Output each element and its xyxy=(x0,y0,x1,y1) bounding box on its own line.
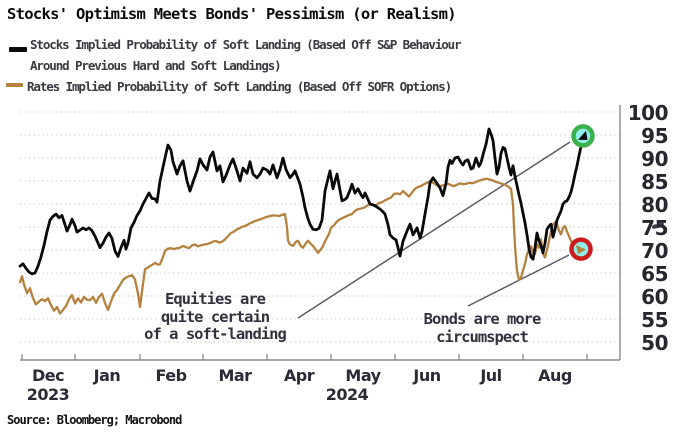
x-tick-label: Aug xyxy=(538,366,572,385)
x-tick-label: Mar xyxy=(218,366,252,385)
chart-title: Stocks' Optimism Meets Bonds' Pessimism … xyxy=(7,5,457,23)
x-tick-label: Jun xyxy=(413,366,441,385)
rates-line xyxy=(18,177,585,315)
equities-annotation-line2: quite certain xyxy=(160,307,270,326)
rates-legend-label: Rates Implied Probability of Soft Landin… xyxy=(27,79,452,94)
y-tick-label: 60 xyxy=(641,285,668,309)
x-tick-label: Jan xyxy=(93,366,121,385)
y-tick-label: 75 xyxy=(641,216,668,240)
stocks-endpoint-circle-arrow xyxy=(578,130,588,140)
y-tick-label: 65 xyxy=(641,262,668,286)
bonds-annotation-line1: Bonds are more xyxy=(423,310,542,328)
y-tick-label: 90 xyxy=(641,147,668,171)
rates-endpoint-circle-arrow xyxy=(576,245,586,255)
equities-annotation-line3: of a soft-landing xyxy=(144,325,287,343)
y-tick-label: 50 xyxy=(641,331,668,355)
source-note: Source: Bloomberg; Macrobond xyxy=(7,413,182,427)
stocks-line xyxy=(18,127,585,276)
equities-annotation: Equities are quite certain of a soft-lan… xyxy=(115,290,315,344)
callout-lines xyxy=(297,141,571,319)
equities-annotation-line1: Equities are xyxy=(165,290,266,308)
bonds-annotation: Bonds are more circumspect xyxy=(393,310,571,346)
rates-legend-swatch xyxy=(6,83,23,87)
x-tick-label: Feb xyxy=(155,366,187,385)
y-tick-label: 85 xyxy=(641,170,668,194)
y-tick-label: 80 xyxy=(641,193,668,217)
x-tick-label: May xyxy=(345,366,381,385)
cursor-artifact xyxy=(651,222,665,229)
x-year-label: 2023 xyxy=(26,385,70,404)
stocks-legend-label-line1: Stocks Implied Probability of Soft Landi… xyxy=(30,37,462,52)
y-tick-label: 70 xyxy=(641,239,668,263)
y-tick-label: 95 xyxy=(641,124,668,148)
y-tick-label: 55 xyxy=(641,308,668,332)
x-tick-label: Apr xyxy=(283,366,315,385)
axes xyxy=(20,105,621,361)
x-year-label: 2024 xyxy=(325,385,369,404)
endpoint-markers xyxy=(569,124,595,261)
x-tick-marks xyxy=(21,354,588,360)
data-series-lines xyxy=(18,127,585,315)
x-tick-label: Dec xyxy=(31,366,65,385)
stocks-legend-label-line2: Around Previous Hard and Soft Landings) xyxy=(30,58,282,73)
y-tick-label: 100 xyxy=(627,101,669,125)
stocks-legend-swatch xyxy=(9,47,27,52)
equities-callout-line xyxy=(297,141,571,319)
bonds-annotation-line2: circumspect xyxy=(436,327,529,346)
x-tick-label: Jul xyxy=(480,366,502,385)
